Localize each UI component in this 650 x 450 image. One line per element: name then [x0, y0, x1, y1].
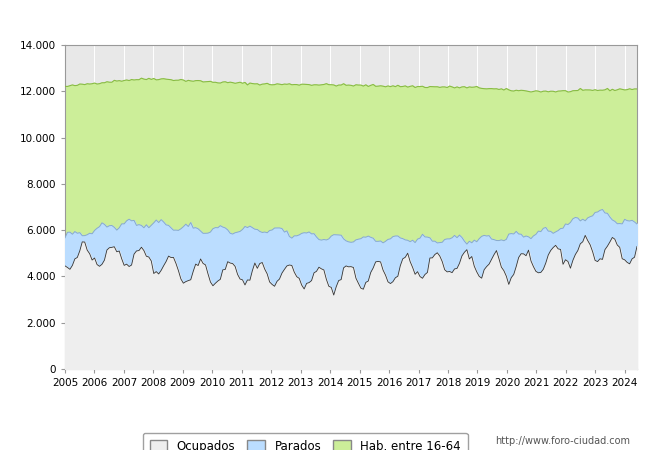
Legend: Ocupados, Parados, Hab. entre 16-64: Ocupados, Parados, Hab. entre 16-64 [142, 433, 468, 450]
Text: Boiro - Evolucion de la poblacion en edad de Trabajar Mayo de 2024: Boiro - Evolucion de la poblacion en eda… [88, 10, 562, 24]
Text: http://www.foro-ciudad.com: http://www.foro-ciudad.com [495, 436, 630, 446]
